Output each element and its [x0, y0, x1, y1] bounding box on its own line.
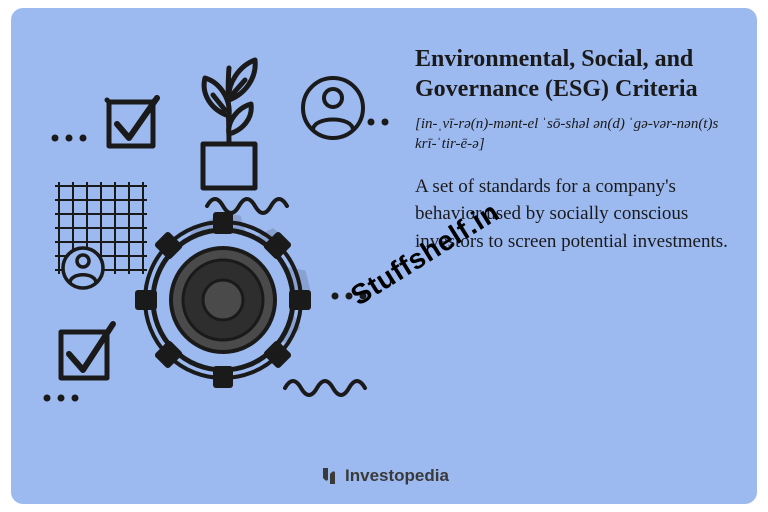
term-title: Environmental, Social, and Governance (E…	[415, 44, 735, 104]
footer-brand: Investopedia	[11, 466, 757, 486]
footer-brand-text: Investopedia	[345, 466, 449, 486]
term-pronunciation: [in-ˌvī-rə(n)-mənt-el ˈsō-shəl ən(d) ˈgə…	[415, 114, 735, 155]
definition-card: Environmental, Social, and Governance (E…	[11, 8, 757, 504]
esg-illustration	[35, 40, 395, 420]
investopedia-logo-icon	[319, 466, 339, 486]
